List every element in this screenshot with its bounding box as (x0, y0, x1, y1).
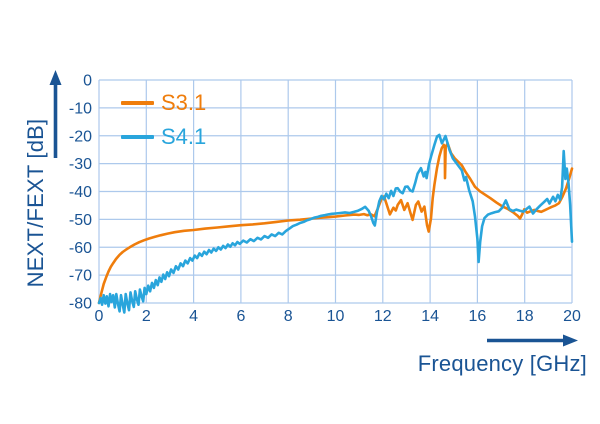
x-tick-label: 4 (189, 308, 198, 325)
x-tick-label: 2 (142, 308, 151, 325)
x-tick-label: 0 (95, 308, 104, 325)
legend-label-s41: S4.1 (161, 124, 207, 149)
x-tick-label: 12 (374, 308, 392, 325)
x-tick-label: 6 (236, 308, 245, 325)
legend-item-s41: S4.1 (121, 124, 206, 150)
y-tick-label: -50 (69, 212, 92, 229)
s41-curve (97, 133, 574, 314)
y-axis-label: NEXT/FEXT [dB] (23, 118, 48, 288)
y-tick-label: -60 (69, 240, 92, 257)
x-tick-label: 16 (469, 308, 487, 325)
legend-label-s31: S3.1 (161, 90, 207, 115)
x-axis-arrow-head (563, 334, 578, 347)
s31-line-swatch (121, 101, 154, 105)
y-tick-label: -70 (69, 268, 92, 285)
y-tick-label: -20 (69, 128, 92, 145)
s41-line-swatch (121, 135, 154, 139)
x-axis-label: Frequency [GHz] (417, 351, 587, 376)
y-axis-arrow-head (49, 70, 62, 85)
x-tick-label: 18 (516, 308, 534, 325)
x-tick-label: 14 (421, 308, 439, 325)
y-tick-label: -80 (69, 296, 92, 313)
x-tick-label: 8 (284, 308, 293, 325)
y-tick-label: -10 (69, 100, 92, 117)
y-tick-label: -40 (69, 184, 92, 201)
legend-item-s31: S3.1 (121, 90, 206, 116)
y-tick-label: 0 (83, 73, 92, 90)
s31-curve (97, 142, 574, 305)
x-tick-label: 10 (327, 308, 345, 325)
y-tick-label: -30 (69, 156, 92, 173)
x-tick-label: 20 (563, 308, 581, 325)
